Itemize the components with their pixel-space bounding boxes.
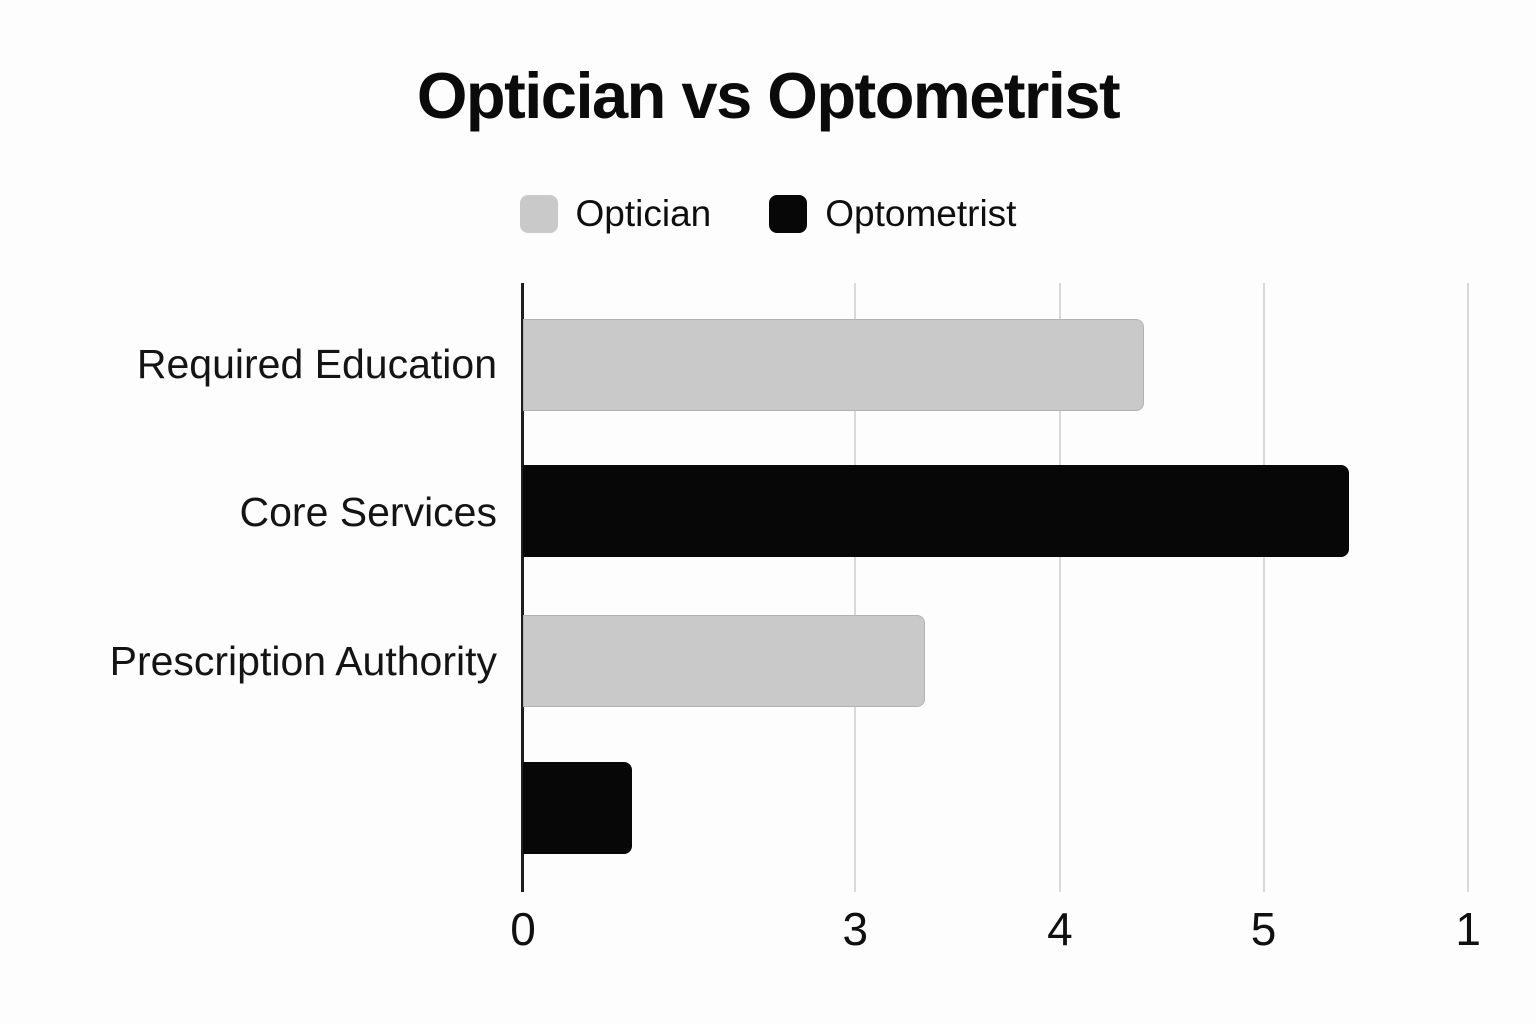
gridline [854,283,857,892]
x-tick-label: 5 [1250,903,1277,955]
legend-label-optician: Optician [575,193,712,234]
legend-item-optician: Optician [519,193,712,235]
chart-legend: Optician Optometrist [0,192,1536,236]
gridline [1058,283,1061,892]
gridline [1262,283,1265,892]
chart-title: Optician vs Optometrist [416,59,1121,132]
category-label-required-education: Required Education [136,341,497,387]
plot-area [521,283,1536,892]
category-label-core-services: Core Services [239,489,497,535]
y-axis-line [521,283,524,892]
legend-swatch-optician [519,195,558,233]
category-label-prescription-authority: Prescription Authority [109,638,497,684]
legend-item-optometrist: Optometrist [769,193,1016,235]
x-tick-label: 0 [510,903,536,955]
gridline [1467,283,1470,892]
x-tick-label: 1 [1455,903,1481,955]
legend-label-optometrist: Optometrist [825,193,1017,234]
bar-blank-optometrist [523,762,633,854]
bar-core-services-optometrist [523,465,1349,557]
x-axis-tick-labels: 0 3 4 5 1 [510,902,1536,964]
bar-required-education-optician [523,319,1144,411]
bar-prescription-authority-optician [523,615,926,707]
x-tick-label: 4 [1047,903,1073,955]
legend-swatch-optometrist [769,195,808,233]
x-tick-label: 3 [842,903,869,955]
category-axis-labels: Required Education Core Services Prescri… [58,283,497,892]
